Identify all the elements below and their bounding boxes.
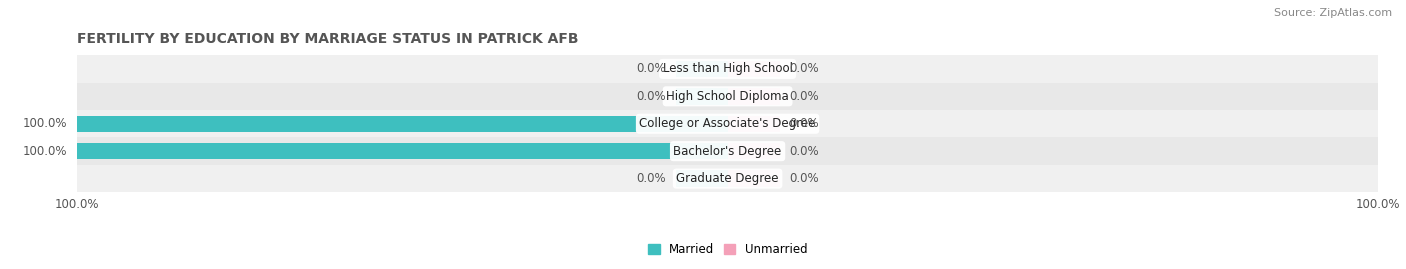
Bar (77, 165, 1378, 192)
Text: Source: ZipAtlas.com: Source: ZipAtlas.com (1274, 8, 1392, 18)
Bar (77, 83, 1378, 110)
Text: Bachelor's Degree: Bachelor's Degree (673, 145, 782, 158)
Text: 100.0%: 100.0% (22, 145, 67, 158)
Bar (77, 55, 1378, 83)
Bar (728, 61, 780, 77)
Legend: Married, Unmarried: Married, Unmarried (643, 238, 813, 260)
Bar (728, 88, 780, 105)
Text: College or Associate's Degree: College or Associate's Degree (640, 117, 815, 130)
Bar (77, 110, 1378, 137)
Text: 0.0%: 0.0% (789, 145, 820, 158)
Bar (77, 115, 728, 132)
Bar (675, 61, 728, 77)
Text: 0.0%: 0.0% (636, 62, 666, 75)
Bar (675, 170, 728, 187)
Text: 0.0%: 0.0% (636, 90, 666, 103)
Text: 0.0%: 0.0% (789, 117, 820, 130)
Bar (728, 143, 780, 160)
Bar (728, 115, 780, 132)
Text: FERTILITY BY EDUCATION BY MARRIAGE STATUS IN PATRICK AFB: FERTILITY BY EDUCATION BY MARRIAGE STATU… (77, 32, 579, 46)
Text: Less than High School: Less than High School (662, 62, 793, 75)
Bar (77, 137, 1378, 165)
Bar (728, 170, 780, 187)
Bar (77, 143, 728, 160)
Bar (675, 88, 728, 105)
Text: 100.0%: 100.0% (22, 117, 67, 130)
Text: 0.0%: 0.0% (789, 172, 820, 185)
Text: 0.0%: 0.0% (636, 172, 666, 185)
Text: High School Diploma: High School Diploma (666, 90, 789, 103)
Text: 0.0%: 0.0% (789, 62, 820, 75)
Text: 0.0%: 0.0% (789, 90, 820, 103)
Text: Graduate Degree: Graduate Degree (676, 172, 779, 185)
